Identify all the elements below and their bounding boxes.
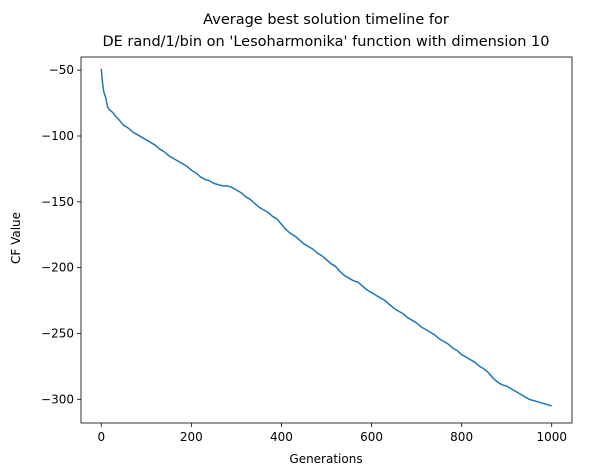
plot-area: 0 200 400 600 800 1000 −50 −100 −150 −200 −250 −300 — [41, 56, 573, 444]
series-line — [100, 68, 552, 407]
y-tick-label: −100 — [41, 129, 74, 143]
x-tick-label: 800 — [450, 430, 473, 444]
chart-title-line-2: DE rand/1/bin on 'Lesoharmonika' functio… — [102, 34, 549, 50]
y-tick-label: −250 — [41, 326, 74, 340]
y-tick-label: −200 — [41, 261, 74, 275]
y-tick-label: −50 — [49, 63, 74, 77]
axes-frame — [80, 56, 573, 424]
x-axis-label: Generations — [289, 452, 362, 466]
y-axis-label: CF Value — [9, 212, 23, 264]
y-tick-label: −150 — [41, 195, 74, 209]
x-tick-label: 1000 — [536, 430, 567, 444]
x-tick-label: 0 — [97, 430, 105, 444]
chart-title-line-1: Average best solution timeline for — [203, 12, 449, 28]
x-tick-label: 400 — [270, 430, 293, 444]
y-tick-label: −300 — [41, 392, 74, 406]
x-tick-label: 200 — [180, 430, 203, 444]
x-tick-label: 600 — [360, 430, 383, 444]
